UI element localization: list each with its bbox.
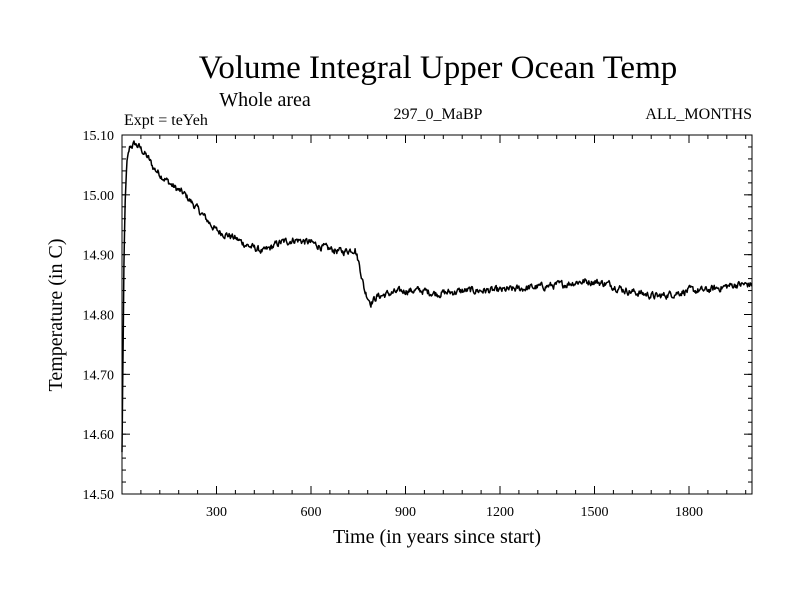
- y-tick-label: 15.10: [83, 129, 115, 144]
- axis-ticks: [121, 134, 752, 495]
- months-label: ALL_MONTHS: [645, 106, 752, 123]
- y-tick-label: 14.90: [83, 249, 115, 264]
- x-tick-label: 300: [206, 505, 227, 520]
- x-tick-label: 1200: [486, 505, 514, 520]
- y-tick-label: 14.80: [83, 309, 115, 324]
- chart-title: Volume Integral Upper Ocean Temp: [199, 50, 677, 86]
- y-axis-label: Temperature (in C): [45, 239, 67, 392]
- y-tick-label: 15.00: [83, 189, 115, 204]
- series-line-teYeh: [121, 140, 753, 453]
- x-tick-label: 1800: [675, 505, 703, 520]
- y-tick-label: 14.50: [83, 488, 115, 503]
- expt-label: Expt = teYeh: [124, 112, 208, 129]
- plot-frame: [121, 134, 753, 495]
- y-tick-label: 14.60: [83, 428, 115, 443]
- tick-labels: 14.50 14.60 14.70 14.80 14.90 15.00 15.10 300 60…: [83, 129, 704, 520]
- x-axis-label: Time (in years since start): [333, 526, 541, 548]
- x-tick-label: 600: [301, 505, 322, 520]
- chart-subtitle: Whole area: [219, 89, 311, 111]
- y-tick-label: 14.70: [83, 368, 115, 383]
- x-tick-label: 1500: [581, 505, 609, 520]
- run-label: 297_0_MaBP: [394, 106, 483, 123]
- x-tick-label: 900: [395, 505, 416, 520]
